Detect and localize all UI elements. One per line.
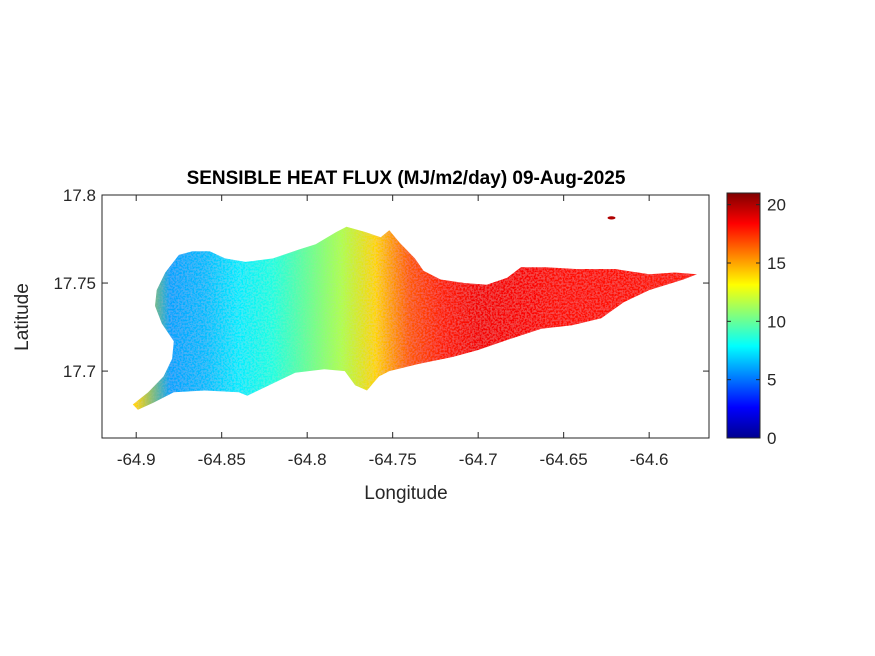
- y-tick-label: 17.7: [63, 362, 96, 381]
- colorbar-tick-label: 20: [767, 196, 786, 215]
- x-tick-label: -64.7: [459, 450, 498, 469]
- x-tick-label: -64.9: [117, 450, 156, 469]
- y-tick-label: 17.75: [53, 274, 96, 293]
- y-axis-ticks: 17.7 17.75 17.8: [53, 186, 709, 381]
- y-tick-label: 17.8: [63, 186, 96, 205]
- x-tick-label: -64.65: [540, 450, 588, 469]
- x-tick-label: -64.75: [369, 450, 417, 469]
- x-axis-label: Longitude: [364, 483, 447, 504]
- island-heat-flux-map: [132, 216, 698, 410]
- island-field: [132, 226, 698, 410]
- x-tick-label: -64.8: [288, 450, 327, 469]
- colorbar: [726, 192, 761, 439]
- colorbar-ticks: 0 5 10 15 20: [727, 196, 786, 448]
- x-tick-label: -64.6: [630, 450, 669, 469]
- colorbar-tick-label: 5: [767, 371, 776, 390]
- x-axis-ticks: -64.9 -64.85 -64.8 -64.75 -64.7 -64.65 -64.6: [117, 195, 669, 469]
- x-tick-label: -64.85: [198, 450, 246, 469]
- axes-frame: [101, 194, 710, 439]
- colorbar-tick-label: 15: [767, 254, 786, 273]
- y-axis-label: Latitude: [12, 283, 33, 351]
- islet-marker: [607, 216, 616, 220]
- colorbar-tick-label: 0: [767, 429, 776, 448]
- colorbar-tick-label: 10: [767, 312, 786, 331]
- chart-title: SENSIBLE HEAT FLUX (MJ/m2/day) 09-Aug-20…: [187, 168, 626, 189]
